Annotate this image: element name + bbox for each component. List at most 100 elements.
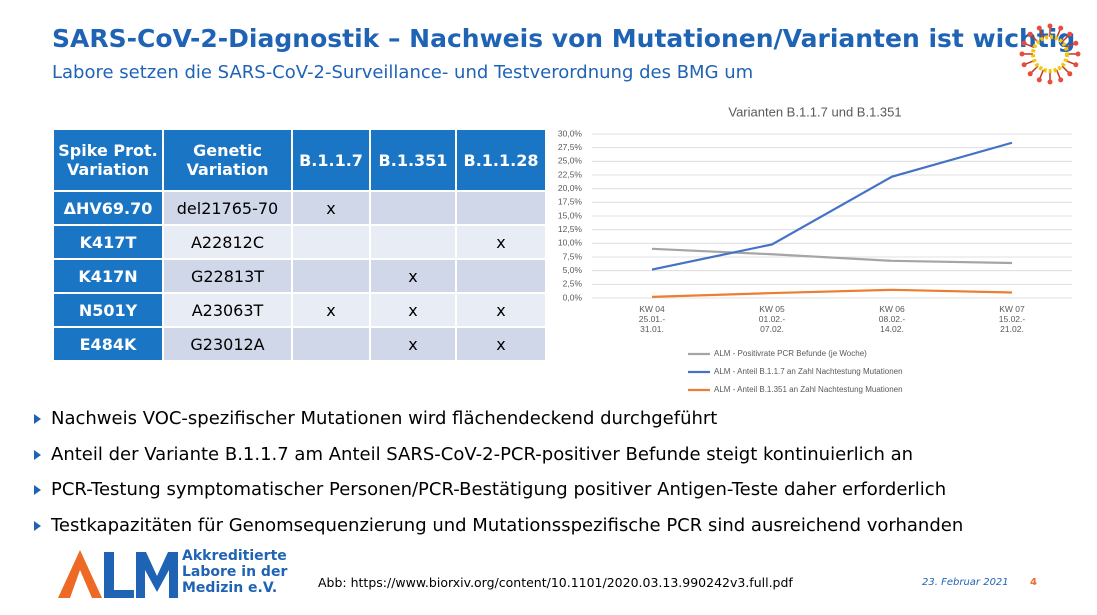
table-cell (369, 224, 457, 260)
table-row: K417N G22813T x (52, 258, 547, 294)
table-cell: x (455, 326, 547, 362)
y-tick-label: 10,0% (558, 238, 583, 248)
spike-tip (1073, 40, 1079, 46)
table-cell (369, 190, 457, 226)
y-tick-label: 20,0% (558, 183, 583, 193)
bullet: Nachweis VOC-spezifischer Mutationen wir… (34, 408, 963, 444)
table-cell: G22813T (162, 258, 293, 294)
spike (1065, 42, 1076, 49)
bullet-list: Nachweis VOC-spezifischer Mutationen wir… (34, 408, 963, 550)
spike-tip (1027, 71, 1033, 77)
page-number: 4 (1030, 577, 1037, 588)
legend-label: ALM - Anteil B.1.351 an Zahl Nachtestung… (714, 385, 903, 394)
spike (1024, 42, 1035, 49)
y-tick-label: 17,5% (558, 197, 583, 207)
y-tick-label: 5,0% (563, 265, 583, 275)
bullet: PCR-Testung symptomatischer Personen/PCR… (34, 479, 963, 515)
alm-logo (58, 550, 178, 598)
spike-tip (1036, 25, 1042, 31)
logo-line: Akkreditierte (182, 548, 287, 564)
table-header: Genetic Variation (162, 128, 293, 192)
table-cell (291, 326, 371, 362)
y-tick-label: 22,5% (558, 169, 583, 179)
y-tick-label: 0,0% (563, 292, 583, 302)
y-tick-label: 27,5% (558, 142, 583, 152)
table-cell: x (369, 292, 457, 328)
table-cell: A22812C (162, 224, 293, 260)
slide-subtitle: Labore setzen die SARS-CoV-2-Surveillanc… (52, 62, 754, 83)
table-cell: E484K (52, 326, 164, 362)
slide-title: SARS-CoV-2-Diagnostik – Nachweis von Mut… (52, 24, 1076, 53)
x-tick-label: KW 04 25.01.-31.01. (639, 304, 666, 334)
spike (1055, 69, 1062, 80)
bullet-text: PCR-Testung symptomatischer Personen/PCR… (51, 479, 947, 500)
spike-tip (1036, 77, 1042, 83)
y-tick-label: 12,5% (558, 224, 583, 234)
table-cell: del21765-70 (162, 190, 293, 226)
y-tick-label: 15,0% (558, 210, 583, 220)
spike-tip (1021, 62, 1027, 68)
bullet-marker (34, 520, 41, 531)
logo-line: Labore in der (182, 564, 288, 580)
bullet-text: Nachweis VOC-spezifischer Mutationen wir… (51, 408, 718, 429)
y-tick-label: 2,5% (563, 279, 583, 289)
date: 23. Februar 2021 (922, 577, 1009, 588)
chart: Varianten B.1.1.7 und B.1.351 0,0% 2,5% 5,… (558, 104, 1072, 394)
logo-line: Medizin e.V. (182, 580, 278, 596)
spike-tip (1047, 23, 1053, 29)
table-cell (291, 224, 371, 260)
virus-body (1031, 35, 1069, 73)
bullet: Anteil der Variante B.1.1.7 am Anteil SA… (34, 444, 963, 480)
bullet-text: Anteil der Variante B.1.1.7 am Anteil SA… (51, 443, 914, 465)
table-cell: N501Y (52, 292, 164, 328)
table-cell: ΔHV69.70 (52, 190, 164, 226)
table-header: B.1.1.28 (455, 128, 547, 192)
bullet-marker (34, 485, 41, 495)
table-row: N501Y A23063T x x x (52, 292, 547, 328)
spike-tip (1047, 79, 1053, 85)
table-header: B.1.351 (369, 128, 457, 192)
logo-a (58, 550, 102, 598)
spike-tip (1067, 71, 1073, 77)
spike-tip (1058, 77, 1064, 83)
virus-icon (1019, 23, 1081, 85)
table-header: B.1.1.7 (291, 128, 371, 192)
variant-table: Spike Prot. Variation Genetic Variation B.… (52, 128, 547, 362)
line-series (651, 288, 1013, 299)
spike (1061, 65, 1070, 74)
table-cell: x (369, 326, 457, 362)
table-row: E484K G23012A x x (52, 326, 547, 362)
table-row: ΔHV69.70 del21765-70 x (52, 190, 547, 226)
table-header: Spike Prot. Variation (52, 128, 164, 192)
table-cell (455, 190, 547, 226)
spike-tip (1067, 31, 1073, 37)
table-cell: G23012A (162, 326, 293, 362)
legend-label: ALM - Anteil B.1.1.7 an Zahl Nachtestung… (714, 367, 903, 376)
y-tick-label: 30,0% (558, 128, 583, 138)
table-cell: x (291, 190, 371, 226)
x-tick-label: KW 06 08.02.-14.02. (879, 304, 906, 334)
table-cell: x (455, 292, 547, 328)
spike-tip (1019, 51, 1025, 57)
bullet-marker (34, 414, 41, 424)
line-series (651, 141, 1013, 271)
spike-tip (1027, 31, 1033, 37)
y-tick-label: 7,5% (563, 251, 583, 261)
y-tick-label: 25,0% (558, 156, 583, 166)
spike-tip (1021, 40, 1027, 46)
x-tick-label: KW 05 01.02.-07.02. (759, 304, 786, 334)
bullet: Testkapazitäten für Genomsequenzierung u… (34, 515, 963, 551)
source: Abb: https://www.biorxiv.org/content/10.… (318, 575, 793, 590)
logo-text: Akkreditierte Labore in der Medizin e.V. (182, 548, 287, 596)
logo-l (104, 552, 134, 598)
logo-m (136, 552, 178, 598)
x-tick-label: KW 07 15.02.-21.02. (999, 304, 1026, 334)
bullet-text: Testkapazitäten für Genomsequenzierung u… (51, 514, 964, 536)
table-cell (291, 258, 371, 294)
chart-title: Varianten B.1.1.7 und B.1.351 (728, 104, 901, 119)
table-cell: x (291, 292, 371, 328)
spike-tip (1073, 62, 1079, 68)
bullet-marker (34, 449, 41, 460)
spike (1038, 69, 1045, 80)
